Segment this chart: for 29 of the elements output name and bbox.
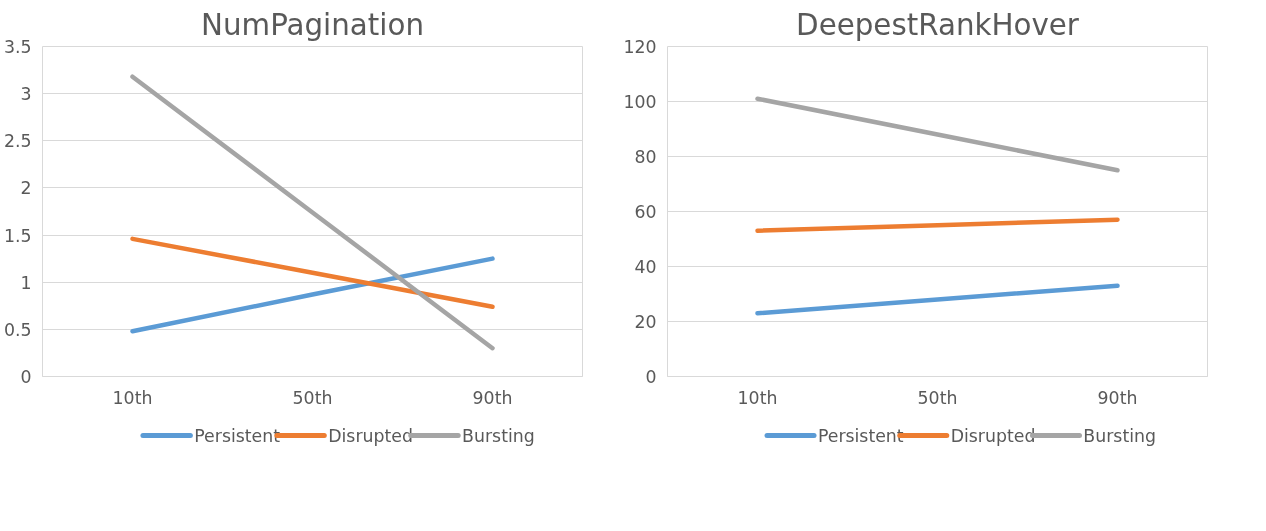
y-tick-label: 1 <box>20 272 32 293</box>
chart-title: NumPagination <box>201 7 424 42</box>
y-tick-label: 3 <box>20 84 32 105</box>
x-tick-label: 10th <box>112 387 153 408</box>
legend-label: Bursting <box>462 425 535 446</box>
x-tick-label: 10th <box>737 387 778 408</box>
x-tick-label: 50th <box>292 387 333 408</box>
y-tick-label: 2 <box>20 178 32 199</box>
x-tick-label: 50th <box>917 387 958 408</box>
legend-label: Disrupted <box>328 425 413 446</box>
y-tick-label: 40 <box>634 257 657 277</box>
y-tick-label: 60 <box>634 202 657 222</box>
y-tick-label: 80 <box>634 147 657 167</box>
legend-label: Persistent <box>817 425 904 446</box>
x-tick-label: 90th <box>1097 387 1138 408</box>
y-tick-label: 100 <box>623 92 657 112</box>
y-tick-label: 2.5 <box>3 131 32 152</box>
legend-label: Persistent <box>194 425 281 446</box>
chart-title: DeepestRankHover <box>796 7 1080 42</box>
y-tick-label: 120 <box>623 37 657 57</box>
y-tick-label: 3.5 <box>3 37 32 57</box>
y-tick-label: 20 <box>634 312 657 332</box>
x-tick-label: 90th <box>472 387 513 408</box>
legend-label: Disrupted <box>950 425 1036 446</box>
y-tick-label: 0 <box>645 367 657 387</box>
y-tick-label: 1.5 <box>3 225 32 246</box>
legend-label: Bursting <box>1083 425 1156 446</box>
y-tick-label: 0 <box>20 367 32 387</box>
y-tick-label: 0.5 <box>3 319 32 340</box>
